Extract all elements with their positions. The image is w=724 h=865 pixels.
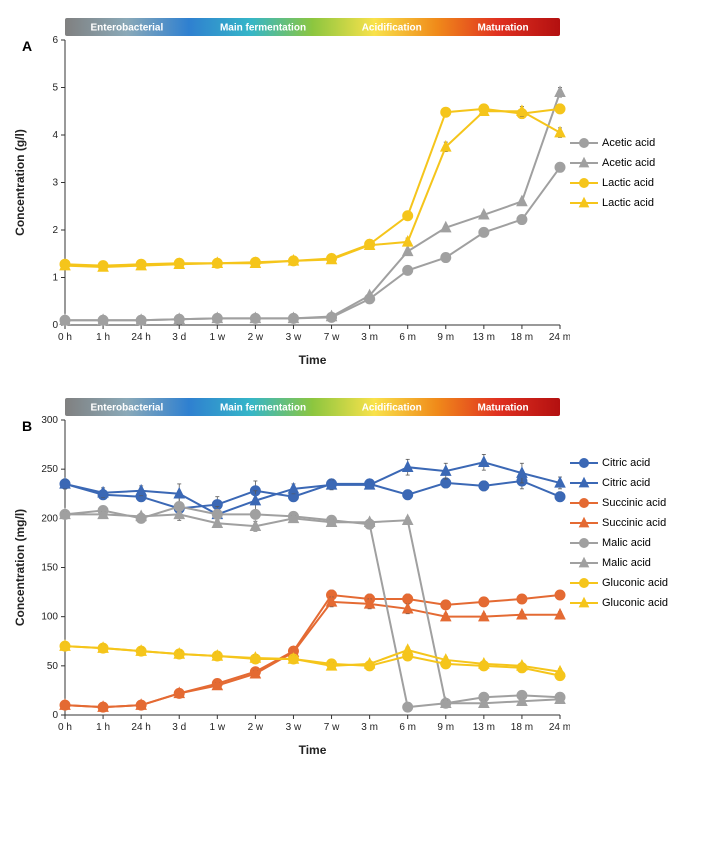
svg-text:18 m: 18 m bbox=[511, 332, 533, 343]
chart-a-svg: Enterobacterial Main fermentation Acidific… bbox=[10, 10, 570, 370]
legend-a: Acetic acid Acetic acid Lactic acid Lact… bbox=[570, 130, 700, 216]
svg-text:300: 300 bbox=[41, 415, 58, 426]
svg-text:9 m: 9 m bbox=[437, 332, 454, 343]
legend-label: Acetic acid bbox=[602, 137, 655, 149]
svg-text:1: 1 bbox=[52, 273, 58, 284]
svg-text:Concentration (g/l): Concentration (g/l) bbox=[13, 129, 27, 236]
svg-text:Maturation: Maturation bbox=[478, 403, 529, 414]
svg-text:250: 250 bbox=[41, 464, 58, 475]
svg-text:50: 50 bbox=[47, 661, 59, 672]
chart-b-svg: Enterobacterial Main fermentation Acidific… bbox=[10, 390, 570, 760]
legend-label: Succinic acid bbox=[602, 517, 666, 529]
legend-marker bbox=[570, 496, 598, 510]
legend-b: Citric acid Citric acid Succinic acid Su… bbox=[570, 450, 720, 616]
legend-item: Gluconic acid bbox=[570, 576, 720, 590]
svg-text:2: 2 bbox=[52, 225, 58, 236]
svg-text:Main fermentation: Main fermentation bbox=[220, 403, 306, 414]
legend-label: Citric acid bbox=[602, 477, 650, 489]
legend-marker bbox=[570, 516, 598, 530]
svg-text:2 w: 2 w bbox=[248, 332, 264, 343]
panel-a: A Enterobacterial Main fermentation Acidif… bbox=[10, 10, 724, 370]
svg-text:Main fermentation: Main fermentation bbox=[220, 23, 306, 34]
svg-text:0: 0 bbox=[52, 710, 58, 721]
svg-text:Time: Time bbox=[299, 743, 327, 757]
svg-text:6: 6 bbox=[52, 35, 58, 46]
legend-marker bbox=[570, 596, 598, 610]
svg-text:150: 150 bbox=[41, 563, 58, 574]
svg-text:4: 4 bbox=[52, 130, 58, 141]
svg-text:6 m: 6 m bbox=[399, 722, 416, 733]
legend-item: Citric acid bbox=[570, 476, 720, 490]
legend-marker bbox=[570, 576, 598, 590]
svg-text:9 m: 9 m bbox=[437, 722, 454, 733]
legend-item: Succinic acid bbox=[570, 496, 720, 510]
svg-text:Acidification: Acidification bbox=[362, 403, 422, 414]
legend-marker bbox=[570, 196, 598, 210]
svg-text:5: 5 bbox=[52, 83, 58, 94]
svg-text:3 m: 3 m bbox=[361, 722, 378, 733]
legend-item: Lactic acid bbox=[570, 196, 700, 210]
svg-text:24 h: 24 h bbox=[131, 332, 150, 343]
panel-a-label: A bbox=[22, 38, 32, 54]
svg-text:13 m: 13 m bbox=[473, 332, 495, 343]
svg-text:13 m: 13 m bbox=[473, 722, 495, 733]
svg-text:0: 0 bbox=[52, 320, 58, 331]
svg-text:0 h: 0 h bbox=[58, 722, 72, 733]
legend-marker bbox=[570, 536, 598, 550]
svg-text:1 h: 1 h bbox=[96, 722, 110, 733]
legend-label: Malic acid bbox=[602, 537, 651, 549]
svg-text:24 m: 24 m bbox=[549, 332, 570, 343]
svg-text:7 w: 7 w bbox=[324, 332, 340, 343]
svg-text:3: 3 bbox=[52, 178, 58, 189]
panel-b: B Enterobacterial Main fermentation Acidif… bbox=[10, 390, 724, 760]
svg-text:Maturation: Maturation bbox=[478, 23, 529, 34]
legend-item: Gluconic acid bbox=[570, 596, 720, 610]
legend-item: Succinic acid bbox=[570, 516, 720, 530]
legend-marker bbox=[570, 476, 598, 490]
svg-text:Acidification: Acidification bbox=[362, 23, 422, 34]
svg-text:1 h: 1 h bbox=[96, 332, 110, 343]
legend-label: Lactic acid bbox=[602, 177, 654, 189]
svg-text:3 w: 3 w bbox=[286, 332, 302, 343]
legend-marker bbox=[570, 156, 598, 170]
legend-label: Acetic acid bbox=[602, 157, 655, 169]
svg-text:Time: Time bbox=[299, 353, 327, 367]
svg-text:1 w: 1 w bbox=[210, 332, 226, 343]
legend-marker bbox=[570, 136, 598, 150]
svg-text:24 m: 24 m bbox=[549, 722, 570, 733]
svg-text:3 d: 3 d bbox=[172, 332, 186, 343]
legend-item: Lactic acid bbox=[570, 176, 700, 190]
legend-item: Malic acid bbox=[570, 556, 720, 570]
legend-item: Citric acid bbox=[570, 456, 720, 470]
svg-text:Enterobacterial: Enterobacterial bbox=[90, 23, 163, 34]
legend-item: Malic acid bbox=[570, 536, 720, 550]
legend-label: Gluconic acid bbox=[602, 577, 668, 589]
legend-label: Lactic acid bbox=[602, 197, 654, 209]
panel-b-label: B bbox=[22, 418, 32, 434]
legend-item: Acetic acid bbox=[570, 156, 700, 170]
legend-item: Acetic acid bbox=[570, 136, 700, 150]
legend-marker bbox=[570, 176, 598, 190]
svg-text:3 d: 3 d bbox=[172, 722, 186, 733]
svg-text:7 w: 7 w bbox=[324, 722, 340, 733]
svg-text:2 w: 2 w bbox=[248, 722, 264, 733]
svg-text:Enterobacterial: Enterobacterial bbox=[90, 403, 163, 414]
legend-label: Gluconic acid bbox=[602, 597, 668, 609]
svg-text:18 m: 18 m bbox=[511, 722, 533, 733]
legend-marker bbox=[570, 456, 598, 470]
svg-text:Concentration (mg/l): Concentration (mg/l) bbox=[13, 509, 27, 626]
svg-text:100: 100 bbox=[41, 612, 58, 623]
svg-text:200: 200 bbox=[41, 513, 58, 524]
svg-text:0 h: 0 h bbox=[58, 332, 72, 343]
svg-text:1 w: 1 w bbox=[210, 722, 226, 733]
legend-label: Malic acid bbox=[602, 557, 651, 569]
svg-text:3 m: 3 m bbox=[361, 332, 378, 343]
legend-label: Citric acid bbox=[602, 457, 650, 469]
svg-text:24 h: 24 h bbox=[131, 722, 150, 733]
svg-text:6 m: 6 m bbox=[399, 332, 416, 343]
legend-marker bbox=[570, 556, 598, 570]
legend-label: Succinic acid bbox=[602, 497, 666, 509]
svg-text:3 w: 3 w bbox=[286, 722, 302, 733]
